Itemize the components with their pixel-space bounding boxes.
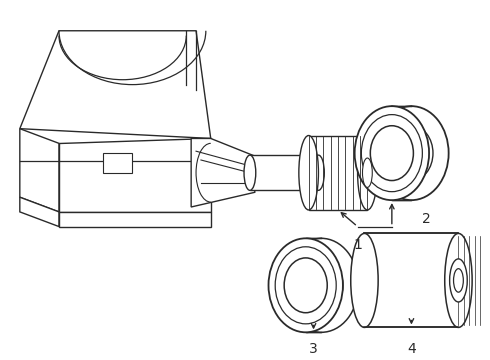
- Polygon shape: [191, 139, 255, 207]
- Ellipse shape: [454, 269, 464, 292]
- Ellipse shape: [313, 155, 324, 190]
- Polygon shape: [309, 135, 368, 210]
- Polygon shape: [59, 212, 211, 226]
- Ellipse shape: [405, 106, 418, 200]
- Text: 2: 2: [422, 212, 431, 226]
- Polygon shape: [365, 233, 459, 327]
- Ellipse shape: [363, 158, 372, 188]
- Polygon shape: [20, 31, 211, 139]
- Ellipse shape: [244, 155, 256, 190]
- Ellipse shape: [269, 238, 343, 332]
- Ellipse shape: [275, 247, 336, 324]
- Polygon shape: [306, 238, 321, 332]
- Ellipse shape: [370, 126, 414, 181]
- Polygon shape: [392, 106, 412, 200]
- Polygon shape: [250, 155, 318, 190]
- Ellipse shape: [316, 238, 327, 332]
- Ellipse shape: [358, 135, 377, 210]
- Ellipse shape: [355, 106, 429, 200]
- Polygon shape: [103, 153, 132, 173]
- Ellipse shape: [445, 233, 472, 327]
- Ellipse shape: [390, 126, 433, 181]
- Ellipse shape: [299, 135, 318, 210]
- Ellipse shape: [361, 114, 422, 192]
- Ellipse shape: [385, 106, 398, 200]
- Ellipse shape: [374, 106, 449, 200]
- Text: 4: 4: [407, 342, 416, 356]
- Ellipse shape: [300, 258, 343, 313]
- Polygon shape: [20, 129, 59, 212]
- Text: 3: 3: [309, 342, 318, 356]
- Ellipse shape: [284, 238, 359, 332]
- Ellipse shape: [450, 259, 467, 302]
- Polygon shape: [59, 139, 211, 212]
- Text: 1: 1: [353, 238, 362, 252]
- Ellipse shape: [284, 258, 327, 313]
- Ellipse shape: [351, 233, 378, 327]
- Polygon shape: [20, 197, 59, 226]
